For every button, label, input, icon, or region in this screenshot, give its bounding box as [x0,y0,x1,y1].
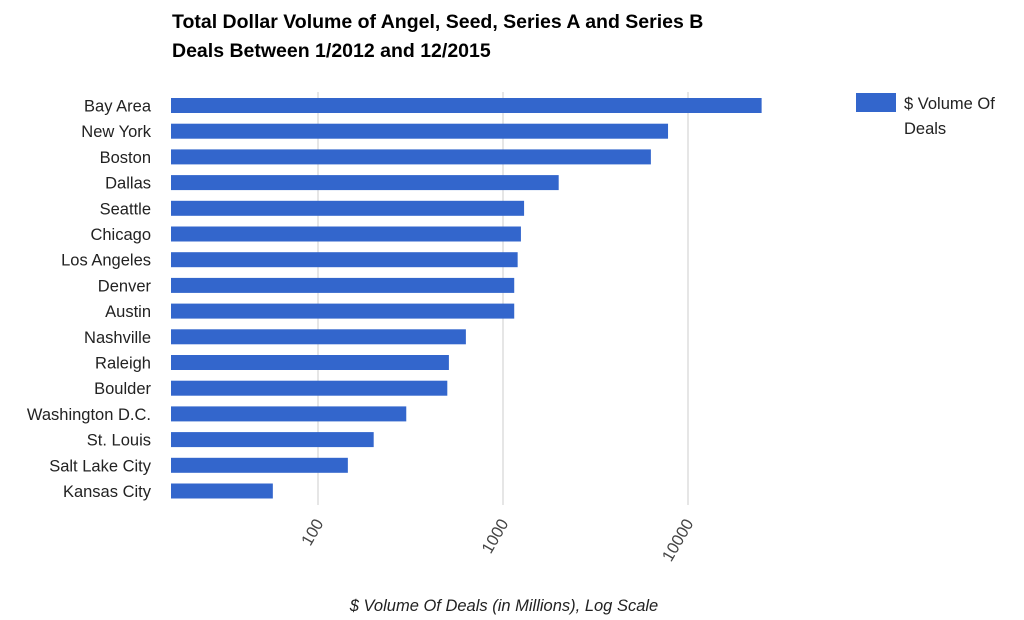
bar-dallas [171,175,559,191]
category-label-new-york: New York [81,123,151,141]
category-label-denver: Denver [98,277,152,295]
x-tick-label-1000: 1000 [479,516,513,557]
bar-chicago [171,226,521,242]
category-label-boston: Boston [100,149,151,167]
bar-boulder [171,380,448,396]
x-tick-labels: 100 1000 10000 [298,516,697,565]
legend: $ Volume Of Deals [856,93,995,138]
category-label-bay-area: Bay Area [84,98,152,116]
bar-washington-d-c [171,406,407,422]
category-label-raleigh: Raleigh [95,355,151,373]
bar-raleigh [171,355,449,370]
bar-kansas-city [171,483,273,499]
bar-new-york [171,123,669,139]
bar-austin [171,303,515,319]
category-labels: Bay Area New York Boston Dallas Seattle Chica… [27,98,152,502]
bar-boston [171,149,651,165]
bar-nashville [171,329,466,345]
category-label-los-angeles: Los Angeles [61,252,151,270]
category-label-salt-lake-city: Salt Lake City [49,457,152,475]
bar-los-angeles [171,252,518,268]
chart-title: Total Dollar Volume of Angel, Seed, Seri… [172,8,872,66]
category-label-washington-d-c: Washington D.C. [27,406,151,424]
x-tick-label-100: 100 [298,516,327,549]
x-axis-label: $ Volume Of Deals (in Millions), Log Sca… [349,597,658,615]
bar-bay-area [171,98,762,113]
legend-label-line-2: Deals [904,120,946,138]
chart-title-line-2: Deals Between 1/2012 and 12/2015 [172,40,491,62]
chart-title-line-1: Total Dollar Volume of Angel, Seed, Seri… [172,11,704,33]
category-label-seattle: Seattle [100,200,151,218]
category-label-austin: Austin [105,303,151,321]
x-tick-label-10000: 10000 [659,516,698,565]
category-label-nashville: Nashville [84,329,151,347]
bars [171,98,762,499]
legend-swatch [856,93,896,112]
bar-salt-lake-city [171,457,348,473]
bar-st-louis [171,432,374,448]
category-label-boulder: Boulder [94,380,151,398]
category-label-kansas-city: Kansas City [63,483,152,501]
category-label-st-louis: St. Louis [87,432,151,450]
bar-denver [171,277,515,293]
bar-seattle [171,200,525,216]
category-label-dallas: Dallas [105,175,151,193]
category-label-chicago: Chicago [90,226,151,244]
legend-label-line-1: $ Volume Of [904,95,995,113]
